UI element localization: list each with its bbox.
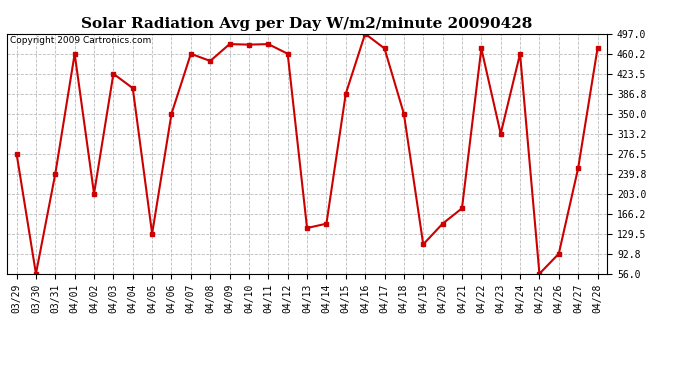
- Text: Copyright 2009 Cartronics.com: Copyright 2009 Cartronics.com: [10, 36, 151, 45]
- Title: Solar Radiation Avg per Day W/m2/minute 20090428: Solar Radiation Avg per Day W/m2/minute …: [81, 17, 533, 31]
